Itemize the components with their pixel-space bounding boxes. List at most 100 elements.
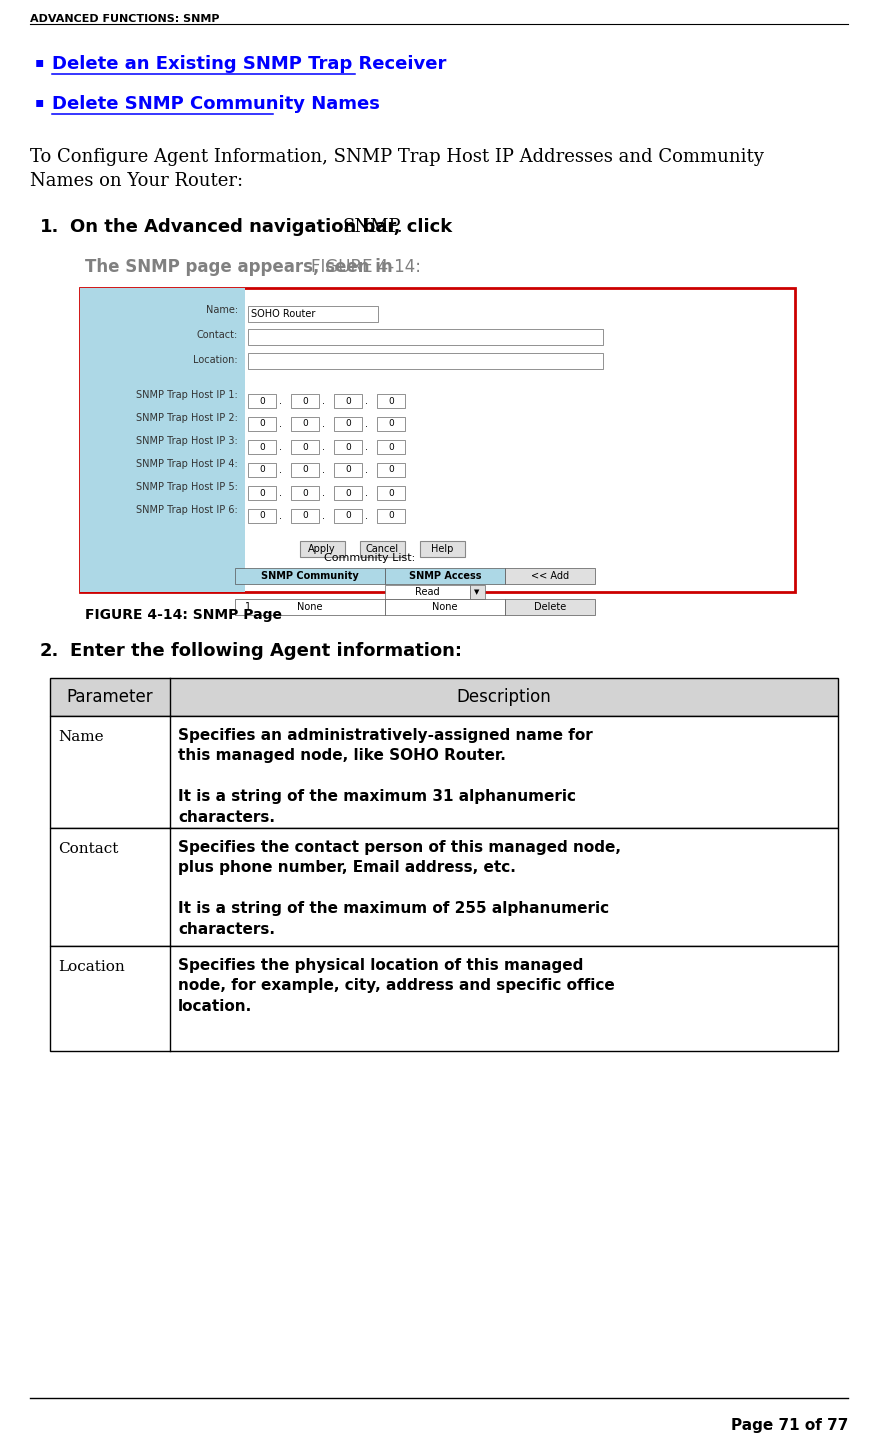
Bar bbox=[290, 441, 318, 454]
Bar bbox=[333, 418, 361, 431]
Text: Specifies the contact person of this managed node,
plus phone number, Email addr: Specifies the contact person of this man… bbox=[178, 840, 620, 936]
Bar bbox=[333, 487, 361, 500]
Text: SNMP Trap Host IP 2:: SNMP Trap Host IP 2: bbox=[136, 413, 238, 423]
Bar bbox=[290, 418, 318, 431]
Bar bbox=[333, 441, 361, 454]
Bar bbox=[376, 418, 404, 431]
Bar bbox=[376, 508, 404, 523]
Bar bbox=[376, 441, 404, 454]
Text: Page 71 of 77: Page 71 of 77 bbox=[730, 1418, 847, 1433]
Text: .: . bbox=[279, 465, 282, 475]
Text: Cancel: Cancel bbox=[365, 544, 398, 554]
Text: 0: 0 bbox=[388, 488, 394, 497]
Text: .: . bbox=[279, 488, 282, 498]
Text: SNMP Trap Host IP 1:: SNMP Trap Host IP 1: bbox=[136, 390, 238, 400]
Text: Name: Name bbox=[58, 730, 103, 744]
Text: << Add: << Add bbox=[531, 572, 568, 580]
Bar bbox=[333, 508, 361, 523]
Text: Specifies the physical location of this managed
node, for example, city, address: Specifies the physical location of this … bbox=[178, 958, 614, 1014]
Bar bbox=[247, 487, 275, 500]
Text: 0: 0 bbox=[345, 465, 351, 475]
Text: 0: 0 bbox=[388, 396, 394, 406]
Text: On the Advanced navigation bar, click: On the Advanced navigation bar, click bbox=[70, 217, 458, 236]
Text: 0: 0 bbox=[259, 511, 265, 520]
Text: 0: 0 bbox=[302, 419, 308, 429]
Text: 0: 0 bbox=[388, 465, 394, 475]
Text: Contact:: Contact: bbox=[196, 330, 238, 340]
Text: The SNMP page appears, seen in: The SNMP page appears, seen in bbox=[85, 258, 398, 276]
Bar bbox=[247, 418, 275, 431]
Text: Read: Read bbox=[414, 588, 438, 598]
Text: 0: 0 bbox=[345, 511, 351, 520]
Text: 0: 0 bbox=[259, 396, 265, 406]
Bar bbox=[290, 508, 318, 523]
Bar bbox=[384, 585, 469, 599]
Bar bbox=[504, 599, 595, 615]
Text: .: . bbox=[365, 511, 367, 521]
Bar bbox=[333, 395, 361, 408]
Text: Parameter: Parameter bbox=[67, 688, 153, 706]
Text: 0: 0 bbox=[345, 488, 351, 497]
Text: .: . bbox=[365, 488, 367, 498]
Text: 0: 0 bbox=[302, 396, 308, 406]
Text: Location:: Location: bbox=[193, 356, 238, 364]
Bar bbox=[290, 487, 318, 500]
Text: .: . bbox=[279, 511, 282, 521]
Text: ▼: ▼ bbox=[474, 589, 479, 595]
Bar bbox=[50, 716, 837, 828]
Bar bbox=[376, 464, 404, 477]
Text: .: . bbox=[322, 419, 324, 429]
Text: .: . bbox=[322, 465, 324, 475]
Text: .: . bbox=[365, 419, 367, 429]
Text: To Configure Agent Information, SNMP Trap Host IP Addresses and Community
Names : To Configure Agent Information, SNMP Tra… bbox=[30, 148, 763, 190]
Bar bbox=[384, 567, 504, 585]
Text: Location: Location bbox=[58, 960, 125, 973]
Text: Delete: Delete bbox=[533, 602, 566, 612]
Bar bbox=[50, 946, 837, 1051]
Bar bbox=[290, 395, 318, 408]
Bar bbox=[80, 288, 794, 592]
Text: Delete SNMP Community Names: Delete SNMP Community Names bbox=[52, 95, 380, 112]
Text: ▪: ▪ bbox=[35, 95, 45, 109]
Bar bbox=[360, 541, 404, 557]
Text: 0: 0 bbox=[388, 442, 394, 452]
Bar bbox=[419, 541, 465, 557]
Bar bbox=[80, 288, 245, 592]
Text: FIGURE 4-14:: FIGURE 4-14: bbox=[311, 258, 421, 276]
Text: .: . bbox=[365, 442, 367, 452]
Text: 1.: 1. bbox=[40, 217, 60, 236]
Text: Enter the following Agent information:: Enter the following Agent information: bbox=[70, 642, 461, 660]
Text: SNMP Trap Host IP 4:: SNMP Trap Host IP 4: bbox=[136, 459, 238, 469]
Text: Contact: Contact bbox=[58, 842, 118, 855]
Text: 0: 0 bbox=[259, 442, 265, 452]
Bar bbox=[504, 567, 595, 585]
Text: Specifies an administratively-assigned name for
this managed node, like SOHO Rou: Specifies an administratively-assigned n… bbox=[178, 729, 592, 825]
Text: 0: 0 bbox=[345, 396, 351, 406]
Text: SNMP Trap Host IP 5:: SNMP Trap Host IP 5: bbox=[136, 482, 238, 492]
Text: SNMP.: SNMP. bbox=[342, 217, 403, 236]
Text: Help: Help bbox=[431, 544, 453, 554]
Text: ADVANCED FUNCTIONS: SNMP: ADVANCED FUNCTIONS: SNMP bbox=[30, 14, 219, 24]
Bar bbox=[247, 328, 602, 346]
Bar bbox=[247, 307, 378, 323]
Text: ▪: ▪ bbox=[35, 55, 45, 69]
Text: SNMP Access: SNMP Access bbox=[409, 572, 481, 580]
Text: 0: 0 bbox=[388, 511, 394, 520]
Text: Name:: Name: bbox=[205, 305, 238, 315]
Bar bbox=[50, 678, 837, 716]
Text: .: . bbox=[322, 442, 324, 452]
Bar bbox=[333, 464, 361, 477]
Text: .: . bbox=[279, 396, 282, 406]
Text: .: . bbox=[322, 488, 324, 498]
Bar bbox=[247, 464, 275, 477]
Bar bbox=[247, 441, 275, 454]
Text: 0: 0 bbox=[302, 442, 308, 452]
Text: 1: 1 bbox=[245, 602, 251, 612]
Text: 0: 0 bbox=[302, 488, 308, 497]
Bar bbox=[50, 828, 837, 946]
Text: 0: 0 bbox=[259, 419, 265, 429]
Text: Community List:: Community List: bbox=[324, 553, 415, 563]
Bar bbox=[290, 464, 318, 477]
Text: 0: 0 bbox=[388, 419, 394, 429]
Text: .: . bbox=[365, 465, 367, 475]
